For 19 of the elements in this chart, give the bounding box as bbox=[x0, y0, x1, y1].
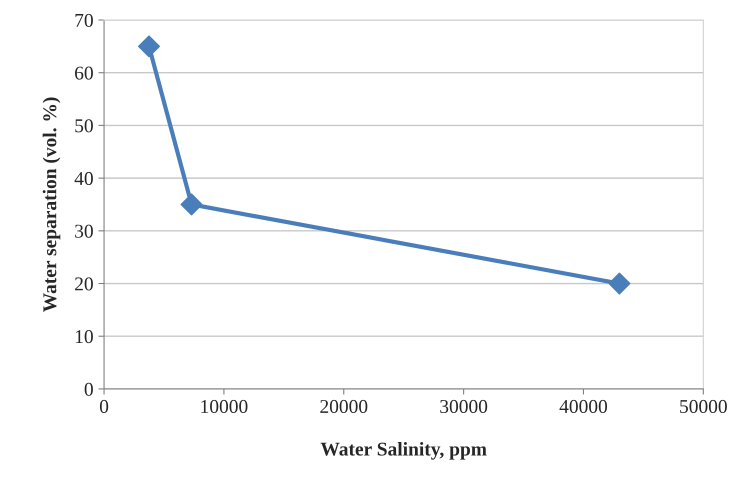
point bbox=[138, 35, 160, 58]
point bbox=[180, 193, 203, 216]
x-tick-label: 10000 bbox=[201, 400, 248, 414]
y-tick-label: 50 bbox=[75, 119, 93, 132]
y-tick-label: 40 bbox=[74, 172, 93, 186]
x-axis-title: Water Salinity, ppm bbox=[320, 442, 487, 460]
y-tick-label: 0 bbox=[84, 382, 93, 396]
y-tick-label: 60 bbox=[75, 66, 93, 80]
x-tick-label: 40000 bbox=[560, 400, 608, 414]
x-tick-label: 20000 bbox=[320, 400, 368, 414]
y-tick-label: 20 bbox=[75, 277, 93, 290]
x-tick-label: 50000 bbox=[680, 400, 727, 414]
y-tick-label: 70 bbox=[75, 14, 93, 27]
y-axis-title: Water separation (vol. %) bbox=[42, 97, 60, 312]
y-tick-label: 30 bbox=[75, 224, 93, 238]
y-tick-label: 10 bbox=[76, 330, 93, 344]
point bbox=[608, 272, 630, 295]
x-tick-label: 0 bbox=[100, 400, 108, 414]
x-tick-label: 30000 bbox=[440, 400, 488, 414]
